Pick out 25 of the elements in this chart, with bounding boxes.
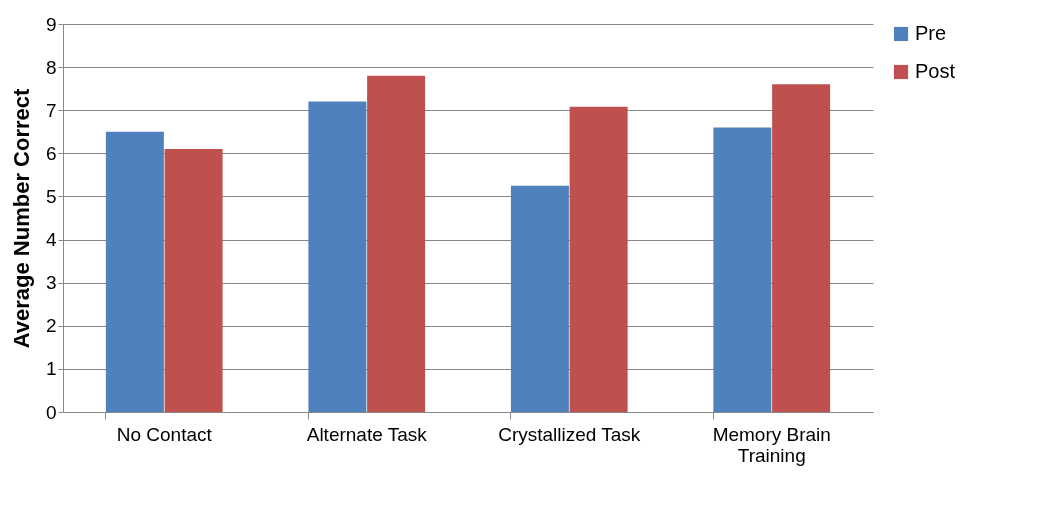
y-axis-title: Average Number Correct [8,88,34,349]
bar [105,131,164,412]
x-tick-label: Crystallized Task [498,423,641,445]
y-tick-label: 7 [45,99,57,121]
bar [772,84,831,412]
y-tick-label: 1 [45,358,57,380]
bar [510,185,569,412]
bar [308,101,367,412]
y-tick-label: 9 [45,13,57,35]
y-tick-label: 0 [45,401,57,423]
x-tick-label: Memory Brain Training [712,423,831,466]
bar [367,75,426,412]
legend-label: Post [915,60,956,82]
legend-label: Pre [915,22,947,44]
y-tick-label: 6 [45,142,57,164]
x-tick-label: No Contact [116,423,213,445]
y-tick-label: 8 [45,56,57,78]
bar [164,149,223,412]
y-tick-label: 4 [45,229,57,251]
bar [569,106,628,412]
y-tick-label: 2 [45,315,57,337]
x-tick-label: Alternate Task [306,423,428,445]
y-tick-label: 5 [45,185,57,207]
bar [713,127,772,412]
y-tick-label: 3 [45,272,57,294]
